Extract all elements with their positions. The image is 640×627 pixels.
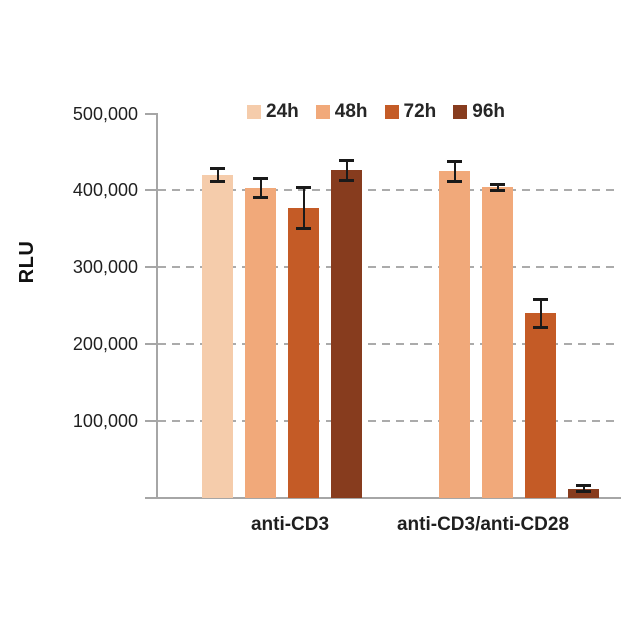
error-bar-cap-top xyxy=(296,185,311,189)
legend-swatch-24h xyxy=(247,104,261,119)
error-bar-cap-bottom xyxy=(447,179,462,183)
error-bar-line-anti-CD3-96h xyxy=(345,158,348,182)
y-tick-mark xyxy=(145,420,157,423)
y-axis-line xyxy=(156,113,158,499)
bar-anti-CD3/anti-CD28-72h xyxy=(525,313,556,498)
legend-label: 72h xyxy=(403,101,437,122)
x-axis-line xyxy=(145,497,621,499)
y-tick-mark xyxy=(145,266,157,269)
y-tick-label: 200,000 xyxy=(72,334,138,355)
y-tick-mark xyxy=(145,112,157,115)
legend-item-48h: 48h xyxy=(315,101,368,122)
error-bar-cap-top xyxy=(533,298,548,302)
error-bar-line-anti-CD3-24h xyxy=(216,167,219,183)
error-bar-cap-top xyxy=(490,182,505,186)
error-bar-line-anti-CD3/anti-CD28-48h xyxy=(496,182,499,192)
error-bar-line-anti-CD3-72h xyxy=(302,185,305,231)
gridline-200000 xyxy=(158,343,620,346)
legend-swatch-72h xyxy=(384,104,399,119)
legend-swatch-48h xyxy=(315,104,330,119)
error-bar-cap-top xyxy=(339,158,354,162)
error-bar-cap-bottom xyxy=(576,490,591,494)
bar-anti-CD3-48h xyxy=(245,188,276,498)
bar-anti-CD3/anti-CD28-48h xyxy=(482,187,513,498)
bar-anti-CD3-72h xyxy=(288,208,319,498)
bar-anti-CD3/anti-CD28-96h xyxy=(568,488,599,498)
error-bar-cap-top xyxy=(253,177,268,181)
error-bar-cap-bottom xyxy=(296,227,311,231)
bar-anti-CD3-24h xyxy=(202,175,233,498)
y-tick-mark xyxy=(145,343,157,346)
error-bar-line-anti-CD3-48h xyxy=(259,177,262,199)
gridline-100000 xyxy=(158,420,620,423)
gridline-400000 xyxy=(158,189,620,192)
y-tick-label: 300,000 xyxy=(72,257,138,278)
error-bar-line-anti-CD3/anti-CD28-72h xyxy=(539,298,542,329)
error-bar-cap-bottom xyxy=(339,178,354,182)
y-tick-label: 500,000 xyxy=(72,103,138,124)
bar-anti-CD3/anti-CD28-24h xyxy=(439,171,470,498)
error-bar-line-anti-CD3/anti-CD28-96h xyxy=(582,484,585,494)
error-bar-cap-top xyxy=(576,484,591,488)
x-axis-label-anti-CD3: anti-CD3 xyxy=(250,514,330,535)
y-tick-label: 100,000 xyxy=(72,411,138,432)
error-bar-line-anti-CD3/anti-CD28-24h xyxy=(453,159,456,183)
legend-item-72h: 72h xyxy=(384,101,437,122)
error-bar-cap-bottom xyxy=(490,188,505,192)
gridline-300000 xyxy=(158,266,620,269)
legend-label: 24h xyxy=(266,101,299,122)
legend-item-96h: 96h xyxy=(453,102,505,121)
error-bar-cap-top xyxy=(447,159,462,163)
legend-label: 48h xyxy=(334,101,368,122)
legend-swatch-96h xyxy=(453,104,468,119)
legend: 24h 48h 72h 96h xyxy=(247,102,505,121)
x-axis-label-anti-CD3/anti-CD28: anti-CD3/anti-CD28 xyxy=(396,514,570,535)
legend-item-24h: 24h xyxy=(247,102,299,121)
y-tick-mark xyxy=(145,189,157,192)
error-bar-cap-top xyxy=(210,167,225,171)
error-bar-cap-bottom xyxy=(253,195,268,199)
error-bar-cap-bottom xyxy=(533,325,548,329)
legend-label: 96h xyxy=(472,101,505,122)
error-bar-cap-bottom xyxy=(210,179,225,183)
y-tick-label: 400,000 xyxy=(72,180,138,201)
bar-anti-CD3-96h xyxy=(331,170,362,498)
